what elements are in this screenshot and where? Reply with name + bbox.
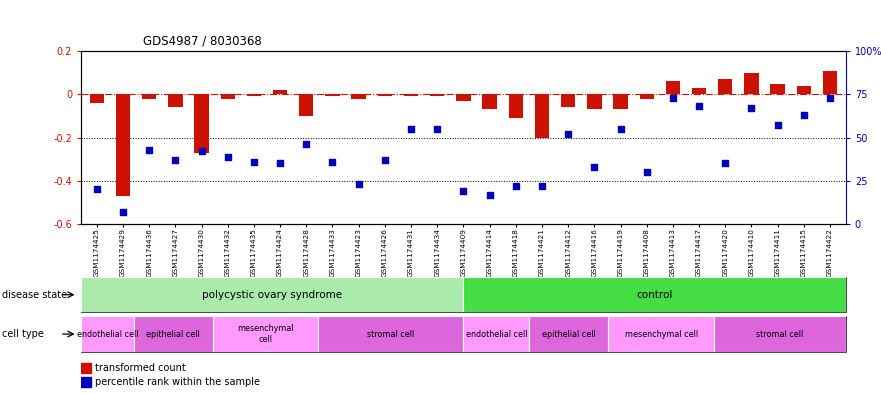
Bar [134, 316, 213, 352]
Bar [81, 377, 91, 387]
Bar [168, 94, 182, 107]
Text: percentile rank within the sample: percentile rank within the sample [95, 377, 260, 387]
Bar [220, 94, 235, 99]
Point [300, 141, 314, 148]
Point [483, 191, 497, 198]
Text: transformed count: transformed count [95, 363, 186, 373]
Text: cell type: cell type [2, 329, 44, 339]
Bar [561, 94, 575, 107]
Bar [195, 94, 209, 152]
Bar [247, 94, 261, 96]
Bar [142, 94, 156, 99]
Text: epithelial cell: epithelial cell [542, 330, 596, 338]
Bar [463, 316, 529, 352]
Bar [529, 316, 609, 352]
Text: epithelial cell: epithelial cell [146, 330, 200, 338]
Bar [430, 94, 444, 96]
Point [718, 160, 732, 167]
Point [220, 153, 234, 160]
Text: mesenchymal cell: mesenchymal cell [625, 330, 698, 338]
Bar [483, 94, 497, 109]
Bar [299, 94, 314, 116]
Text: stromal cell: stromal cell [756, 330, 803, 338]
Bar [81, 316, 134, 352]
Point [90, 186, 104, 193]
Text: disease state: disease state [2, 290, 67, 300]
Point [325, 159, 339, 165]
Point [692, 103, 707, 110]
Point [508, 183, 522, 189]
Point [823, 95, 837, 101]
Text: mesenchymal
cell: mesenchymal cell [237, 324, 294, 344]
Point [404, 126, 418, 132]
Point [247, 159, 261, 165]
Bar [823, 70, 837, 94]
Point [142, 147, 156, 153]
Text: polycystic ovary syndrome: polycystic ovary syndrome [202, 290, 343, 300]
Bar [508, 94, 523, 118]
Bar [378, 94, 392, 96]
Text: control: control [636, 290, 673, 300]
Point [666, 95, 680, 101]
Text: endothelial cell: endothelial cell [77, 330, 138, 338]
Bar [403, 94, 418, 96]
Point [456, 188, 470, 194]
Point [771, 122, 785, 129]
Text: stromal cell: stromal cell [367, 330, 415, 338]
Bar [535, 94, 549, 138]
Bar [325, 94, 340, 96]
Bar [692, 88, 707, 94]
Bar [81, 277, 463, 312]
Bar [666, 81, 680, 94]
Point [640, 169, 654, 175]
Bar [318, 316, 463, 352]
Bar [115, 94, 130, 196]
Bar [714, 316, 846, 352]
Bar [609, 316, 714, 352]
Point [613, 126, 627, 132]
Point [588, 164, 602, 170]
Point [195, 148, 209, 154]
Bar [744, 73, 759, 94]
Text: GDS4987 / 8030368: GDS4987 / 8030368 [143, 34, 262, 47]
Point [430, 126, 444, 132]
Bar [587, 94, 602, 109]
Text: endothelial cell: endothelial cell [466, 330, 527, 338]
Point [352, 181, 366, 187]
Bar [81, 364, 91, 373]
Point [116, 209, 130, 215]
Point [168, 157, 182, 163]
Bar [640, 94, 654, 99]
Bar [213, 316, 318, 352]
Point [744, 105, 759, 111]
Point [378, 157, 392, 163]
Bar [273, 90, 287, 94]
Bar [352, 94, 366, 99]
Point [796, 112, 811, 118]
Bar [796, 86, 811, 94]
Bar [456, 94, 470, 101]
Bar [463, 277, 846, 312]
Point [535, 183, 549, 189]
Point [273, 160, 287, 167]
Bar [613, 94, 628, 109]
Bar [718, 79, 732, 94]
Point [561, 131, 575, 137]
Bar [90, 94, 104, 103]
Bar [771, 83, 785, 94]
